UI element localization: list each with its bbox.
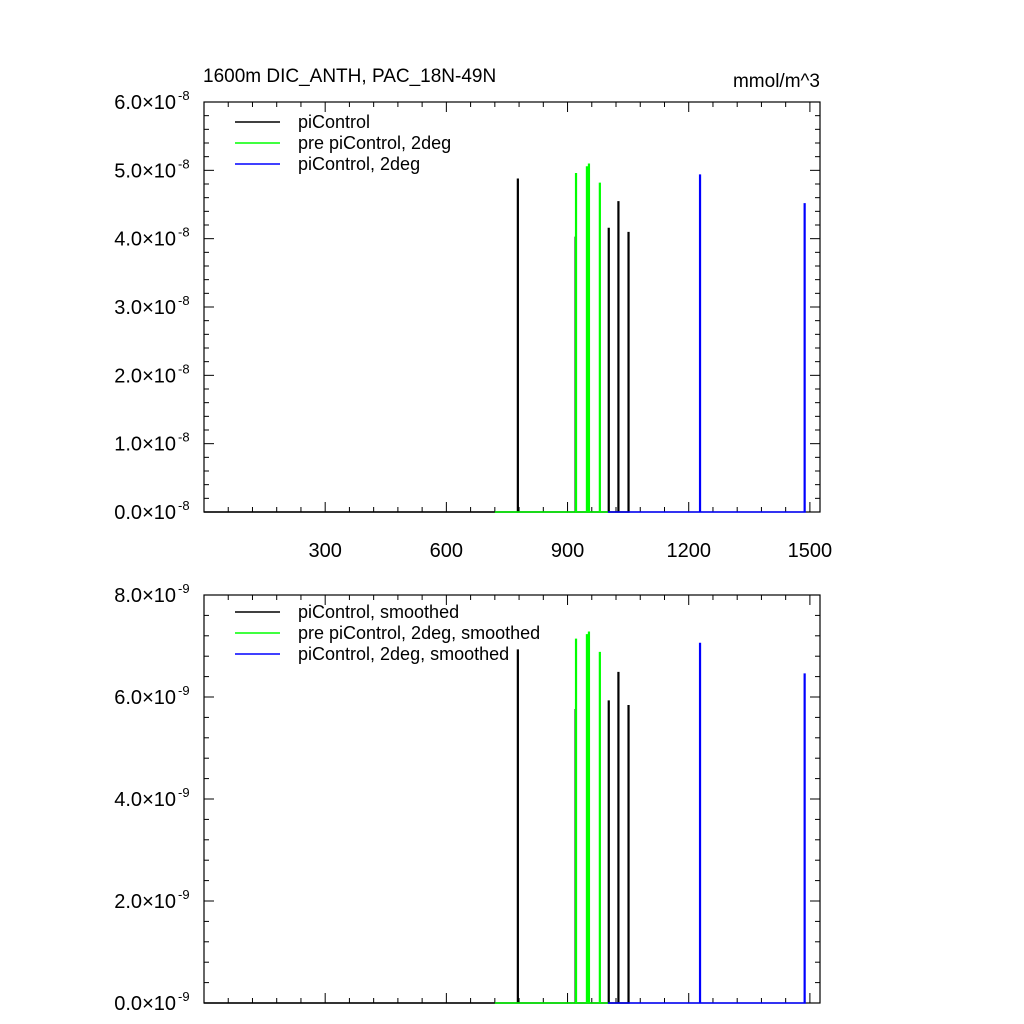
x-tick-label: 1500 [788, 540, 833, 562]
y-tick-label: 0.0×10 [114, 993, 176, 1015]
y-tick-label: 8.0×10 [114, 585, 176, 607]
series-lines [204, 631, 806, 1004]
units-label: mmol/m^3 [733, 71, 820, 92]
y-tick-label: 2.0×10 [114, 891, 176, 913]
y-tick-mantissa: 3.0 [114, 297, 142, 319]
y-tick-times: × [142, 502, 154, 524]
y-tick-times: × [142, 585, 154, 607]
x-tick-label: 300 [308, 540, 341, 562]
y-tick-exponent: -9 [178, 989, 190, 1004]
y-tick-base: 10 [154, 297, 176, 319]
plot-frame [203, 594, 821, 1004]
y-tick-label: 3.0×10 [114, 297, 176, 319]
y-tick-label: 2.0×10 [114, 365, 176, 387]
y-tick-exponent: -8 [178, 361, 190, 376]
plot-frame [203, 101, 821, 513]
y-tick-mantissa: 8.0 [114, 585, 142, 607]
y-tick-times: × [142, 993, 154, 1015]
legend-label: piControl, 2deg, smoothed [298, 644, 509, 664]
series-line-1 [494, 631, 608, 1004]
y-tick-base: 10 [154, 502, 176, 524]
series-line-2 [607, 174, 806, 513]
y-tick-label: 6.0×10 [114, 92, 176, 114]
y-tick-times: × [142, 160, 154, 182]
y-tick-base: 10 [154, 891, 176, 913]
legend-label: pre piControl, 2deg, smoothed [298, 623, 540, 643]
y-tick-label: 5.0×10 [114, 160, 176, 182]
y-tick-exponent: -8 [178, 430, 190, 445]
y-tick-base: 10 [154, 229, 176, 251]
y-tick-times: × [142, 687, 154, 709]
axis-ticks [204, 594, 820, 1004]
x-tick-label: 1200 [666, 540, 711, 562]
y-tick-times: × [142, 229, 154, 251]
y-tick-times: × [142, 434, 154, 456]
y-tick-mantissa: 4.0 [114, 229, 142, 251]
y-tick-exponent: -9 [178, 581, 190, 596]
y-tick-base: 10 [154, 92, 176, 114]
top-panel: 1600m DIC_ANTH, PAC_18N-49N mmol/m^3 0.0… [114, 66, 832, 562]
legend-label: pre piControl, 2deg [298, 133, 451, 153]
y-tick-mantissa: 6.0 [114, 92, 142, 114]
y-tick-label: 1.0×10 [114, 434, 176, 456]
y-tick-mantissa: 4.0 [114, 789, 142, 811]
y-tick-base: 10 [154, 365, 176, 387]
y-tick-mantissa: 2.0 [114, 365, 142, 387]
y-tick-exponent: -8 [178, 225, 190, 240]
y-tick-exponent: -8 [178, 156, 190, 171]
y-tick-base: 10 [154, 585, 176, 607]
y-tick-base: 10 [154, 993, 176, 1015]
y-tick-label: 4.0×10 [114, 229, 176, 251]
y-tick-times: × [142, 789, 154, 811]
legend-label: piControl, 2deg [298, 154, 420, 174]
y-axis-labels: 0.0×10 -92.0×10 -94.0×10 -96.0×10 -98.0×10 -9 [114, 581, 189, 1015]
y-tick-exponent: -9 [178, 887, 190, 902]
series-line-0 [204, 178, 630, 513]
y-tick-base: 10 [154, 789, 176, 811]
x-tick-label: 600 [430, 540, 463, 562]
bottom-panel: 0.0×10 -92.0×10 -94.0×10 -96.0×10 -98.0×10 -9… [114, 581, 821, 1015]
y-tick-times: × [142, 297, 154, 319]
legend-label: piControl [298, 112, 370, 132]
series-line-2 [607, 642, 806, 1004]
y-tick-times: × [142, 92, 154, 114]
y-tick-exponent: -9 [178, 785, 190, 800]
y-tick-exponent: -8 [178, 293, 190, 308]
y-tick-mantissa: 5.0 [114, 160, 142, 182]
y-tick-mantissa: 0.0 [114, 502, 142, 524]
x-axis-labels: 300 600 900 1200 1500 [308, 540, 832, 562]
y-tick-times: × [142, 365, 154, 387]
x-tick-label: 900 [551, 540, 584, 562]
chart-title: 1600m DIC_ANTH, PAC_18N-49N [203, 66, 496, 87]
y-tick-base: 10 [154, 160, 176, 182]
y-axis-labels: 0.0×10 -81.0×10 -82.0×10 -83.0×10 -84.0×10 -8… [114, 88, 189, 524]
y-tick-base: 10 [154, 687, 176, 709]
y-tick-exponent: -9 [178, 683, 190, 698]
y-tick-exponent: -8 [178, 88, 190, 103]
y-tick-label: 6.0×10 [114, 687, 176, 709]
y-tick-label: 4.0×10 [114, 789, 176, 811]
y-tick-times: × [142, 891, 154, 913]
legend-label: piControl, smoothed [298, 602, 459, 622]
series-line-0 [204, 649, 630, 1004]
y-tick-base: 10 [154, 434, 176, 456]
y-tick-mantissa: 6.0 [114, 687, 142, 709]
series-lines [204, 163, 806, 513]
axis-ticks [204, 101, 820, 513]
y-tick-mantissa: 1.0 [114, 434, 142, 456]
y-tick-exponent: -8 [178, 498, 190, 513]
y-tick-label: 0.0×10 [114, 502, 176, 524]
y-tick-mantissa: 0.0 [114, 993, 142, 1015]
y-tick-mantissa: 2.0 [114, 891, 142, 913]
series-line-1 [494, 163, 608, 513]
